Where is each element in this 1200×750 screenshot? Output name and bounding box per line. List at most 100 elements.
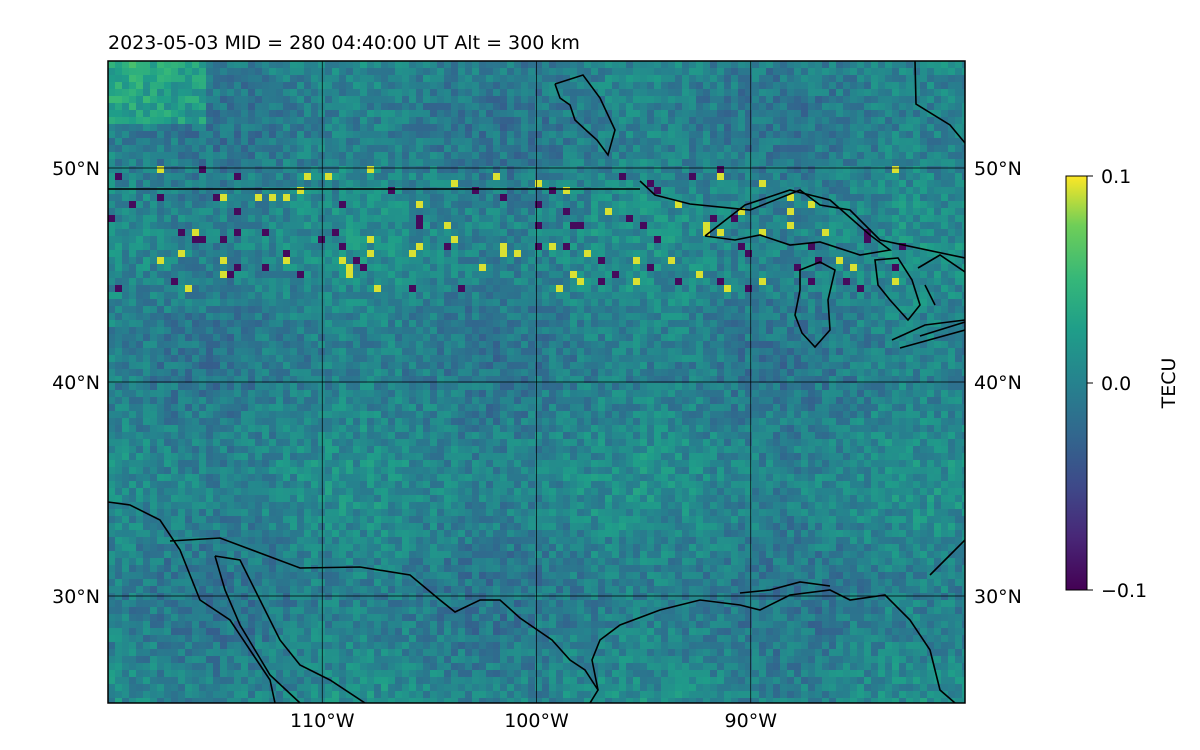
heatmap-cell xyxy=(178,271,185,278)
heatmap-cell xyxy=(934,166,941,173)
heatmap-cell xyxy=(507,285,514,292)
heatmap-cell xyxy=(549,236,556,243)
heatmap-cell xyxy=(472,243,479,250)
heatmap-cell xyxy=(374,187,381,194)
heatmap-cell xyxy=(227,96,234,103)
heatmap-cell xyxy=(220,222,227,229)
heatmap-cell xyxy=(136,131,143,138)
heatmap-cell xyxy=(626,173,633,180)
heatmap-cell xyxy=(164,124,171,131)
heatmap-cell xyxy=(220,313,227,320)
heatmap-cell xyxy=(122,166,129,173)
heatmap-cell xyxy=(570,180,577,187)
heatmap-cell xyxy=(430,159,437,166)
heatmap-cell xyxy=(199,75,206,82)
heatmap-cell xyxy=(703,187,710,194)
heatmap-cell xyxy=(493,208,500,215)
heatmap-cell xyxy=(395,278,402,285)
heatmap-cell xyxy=(647,271,654,278)
heatmap-cell xyxy=(549,285,556,292)
heatmap-cell xyxy=(486,82,493,89)
heatmap-cell xyxy=(934,222,941,229)
heatmap-cell xyxy=(395,341,402,348)
heatmap-cell xyxy=(612,264,619,271)
heatmap-cell xyxy=(276,166,283,173)
heatmap-cell xyxy=(423,138,430,145)
heatmap-cell xyxy=(780,194,787,201)
heatmap-cell xyxy=(213,96,220,103)
heatmap-cell xyxy=(416,278,423,285)
heatmap-cell xyxy=(640,257,647,264)
heatmap-cell xyxy=(948,334,955,341)
heatmap-cell xyxy=(220,215,227,222)
heatmap-cell xyxy=(885,110,892,117)
heatmap-cell xyxy=(724,257,731,264)
heatmap-cell xyxy=(542,187,549,194)
heatmap-cell xyxy=(724,110,731,117)
heatmap-cell xyxy=(724,327,731,334)
heatmap-cell xyxy=(871,61,878,68)
heatmap-cell xyxy=(633,236,640,243)
heatmap-cell xyxy=(710,313,717,320)
heatmap-cell xyxy=(409,215,416,222)
heatmap-cell xyxy=(444,187,451,194)
heatmap-cell xyxy=(129,243,136,250)
heatmap-cell xyxy=(311,159,318,166)
heatmap-cell xyxy=(584,222,591,229)
heatmap-cell xyxy=(360,166,367,173)
heatmap-cell xyxy=(962,208,965,215)
heatmap-cell xyxy=(234,327,241,334)
heatmap-cell xyxy=(234,313,241,320)
heatmap-cell xyxy=(157,278,164,285)
heatmap-cell xyxy=(122,138,129,145)
heatmap-cell xyxy=(668,257,675,264)
heatmap-cell xyxy=(234,110,241,117)
heatmap-cell xyxy=(444,68,451,75)
heatmap-cell xyxy=(934,131,941,138)
heatmap-cell xyxy=(332,208,339,215)
heatmap-cell xyxy=(878,145,885,152)
heatmap-cell xyxy=(906,292,913,299)
heatmap-cell xyxy=(934,82,941,89)
heatmap-cell xyxy=(920,68,927,75)
heatmap-cell xyxy=(486,194,493,201)
heatmap-cell xyxy=(801,299,808,306)
heatmap-cell xyxy=(402,208,409,215)
heatmap-cell xyxy=(899,208,906,215)
heatmap-cell xyxy=(311,243,318,250)
heatmap-cell xyxy=(227,180,234,187)
heatmap-cell xyxy=(430,61,437,68)
heatmap-cell xyxy=(199,166,206,173)
heatmap-cell xyxy=(556,341,563,348)
heatmap-cell xyxy=(416,292,423,299)
heatmap-cell xyxy=(913,152,920,159)
heatmap-cell xyxy=(122,68,129,75)
heatmap-cell xyxy=(521,236,528,243)
heatmap-cell xyxy=(402,320,409,327)
heatmap-cell xyxy=(794,285,801,292)
heatmap-cell xyxy=(206,215,213,222)
heatmap-cell xyxy=(514,208,521,215)
heatmap-cell xyxy=(416,264,423,271)
heatmap-cell xyxy=(395,96,402,103)
heatmap-cell xyxy=(731,173,738,180)
heatmap-cell xyxy=(556,292,563,299)
heatmap-cell xyxy=(591,124,598,131)
heatmap-cell xyxy=(605,271,612,278)
heatmap-cell xyxy=(661,145,668,152)
heatmap-cell xyxy=(927,264,934,271)
heatmap-cell xyxy=(514,292,521,299)
heatmap-cell xyxy=(444,215,451,222)
heatmap-cell xyxy=(955,68,962,75)
heatmap-cell xyxy=(584,89,591,96)
heatmap-cell xyxy=(535,124,542,131)
heatmap-cell xyxy=(108,180,115,187)
heatmap-cell xyxy=(773,320,780,327)
heatmap-cell xyxy=(934,124,941,131)
heatmap-cell xyxy=(535,341,542,348)
heatmap-cell xyxy=(843,292,850,299)
heatmap-cell xyxy=(129,292,136,299)
heatmap-cell xyxy=(913,187,920,194)
heatmap-cell xyxy=(325,320,332,327)
heatmap-cell xyxy=(927,208,934,215)
